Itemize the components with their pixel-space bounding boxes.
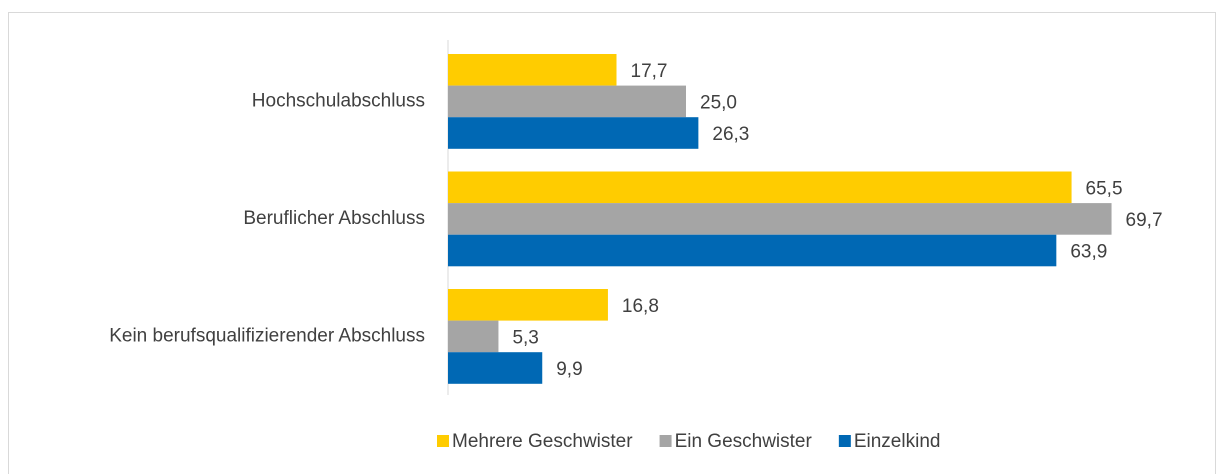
y-tick-label: Hochschulabschluss xyxy=(252,90,425,111)
y-tick-label: Kein berufsqualifizierender Abschluss xyxy=(109,325,425,346)
data-label: 26,3 xyxy=(712,124,749,145)
legend-label: Ein Geschwister xyxy=(675,431,813,452)
y-tick-label: Beruflicher Abschluss xyxy=(243,208,425,229)
legend-swatch xyxy=(838,435,851,447)
bar xyxy=(448,85,686,118)
data-label: 17,7 xyxy=(631,61,668,82)
legend-swatch xyxy=(659,435,672,447)
data-label: 5,3 xyxy=(512,327,538,348)
data-label: 69,7 xyxy=(1126,210,1163,231)
bar xyxy=(448,54,617,86)
data-label: 16,8 xyxy=(622,296,659,317)
data-label: 25,0 xyxy=(700,92,737,113)
bar xyxy=(448,289,608,321)
data-label: 9,9 xyxy=(556,359,582,380)
bar xyxy=(448,117,699,149)
bar xyxy=(448,203,1112,235)
data-label: 65,5 xyxy=(1086,178,1123,199)
bar xyxy=(448,320,499,353)
legend-label: Einzelkind xyxy=(854,431,941,452)
legend-swatch xyxy=(437,435,449,447)
bar xyxy=(448,171,1072,204)
data-label: 63,9 xyxy=(1070,242,1107,263)
bar xyxy=(448,234,1057,267)
legend-label: Mehrere Geschwister xyxy=(452,431,633,452)
bar xyxy=(448,352,543,384)
